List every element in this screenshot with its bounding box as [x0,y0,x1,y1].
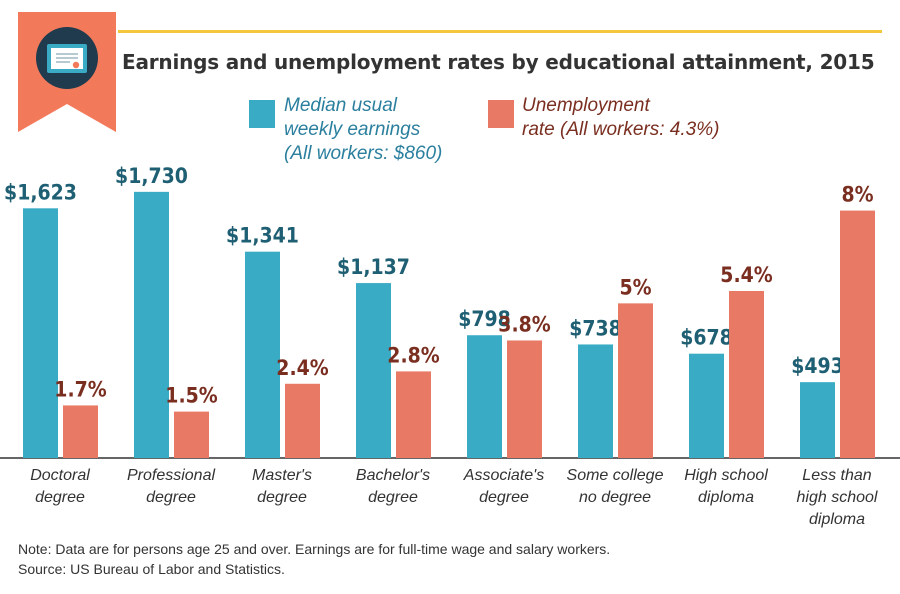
unemployment-bar [729,290,764,458]
earnings-bar [23,208,58,458]
diploma-certificate-icon [36,27,98,89]
legend-label-unemployment: Unemployment rate (All workers: 4.3%) [522,95,720,140]
earnings-bar [245,251,280,458]
ribbon-badge [18,12,116,132]
unemployment-data-label: 1.5% [165,384,217,408]
unemployment-data-label: 5.4% [720,263,772,287]
note-text: Note: Data are for persons age 25 and ov… [18,541,611,557]
unemployment-bar [174,411,209,458]
earnings-bar [467,335,502,458]
unemployment-data-label: 5% [619,275,651,299]
earnings-bar [800,382,835,458]
category-label: High school diploma [684,467,768,506]
legend-label-earnings: Median usual weekly earnings (All worker… [284,95,443,164]
unemployment-bar [63,405,98,458]
chart-title: Earnings and unemployment rates by educa… [122,50,875,74]
accent-line [118,30,882,33]
category-label: Doctoral degree [30,467,90,506]
category-label: Some college no degree [567,467,664,506]
earnings-data-label: $1,341 [226,224,299,248]
earnings-data-label: $1,137 [337,255,410,279]
unemployment-bar [840,210,875,458]
unemployment-data-label: 2.8% [387,343,439,367]
earnings-bar [356,283,391,458]
earnings-data-label: $798 [458,307,511,331]
earnings-data-label: $1,730 [115,164,188,188]
legend-swatch-earnings [249,100,275,128]
legend-swatch-unemployment [488,100,514,128]
earnings-bar [689,353,724,458]
earnings-data-label: $493 [791,354,844,378]
earnings-data-label: $678 [680,326,733,350]
unemployment-data-label: 3.8% [498,312,550,336]
source-text: Source: US Bureau of Labor and Statistic… [18,561,285,577]
earnings-data-label: $1,623 [4,180,77,204]
footnote: Note: Data are for persons age 25 and ov… [18,539,610,579]
category-label: Professional degree [127,467,215,506]
earnings-bar [134,191,169,458]
category-label: Master's degree [252,467,312,506]
earnings-data-label: $738 [569,316,622,340]
category-label: Less than high school diploma [797,467,878,528]
unemployment-bar [285,383,320,458]
category-label: Bachelor's degree [356,467,430,506]
category-label: Associate's degree [463,467,544,506]
unemployment-data-label: 1.7% [54,377,106,401]
earnings-bar [578,344,613,458]
unemployment-bar [618,303,653,458]
unemployment-bar [396,371,431,458]
unemployment-data-label: 2.4% [276,356,328,380]
unemployment-data-label: 8% [841,183,873,207]
unemployment-bar [507,340,542,458]
